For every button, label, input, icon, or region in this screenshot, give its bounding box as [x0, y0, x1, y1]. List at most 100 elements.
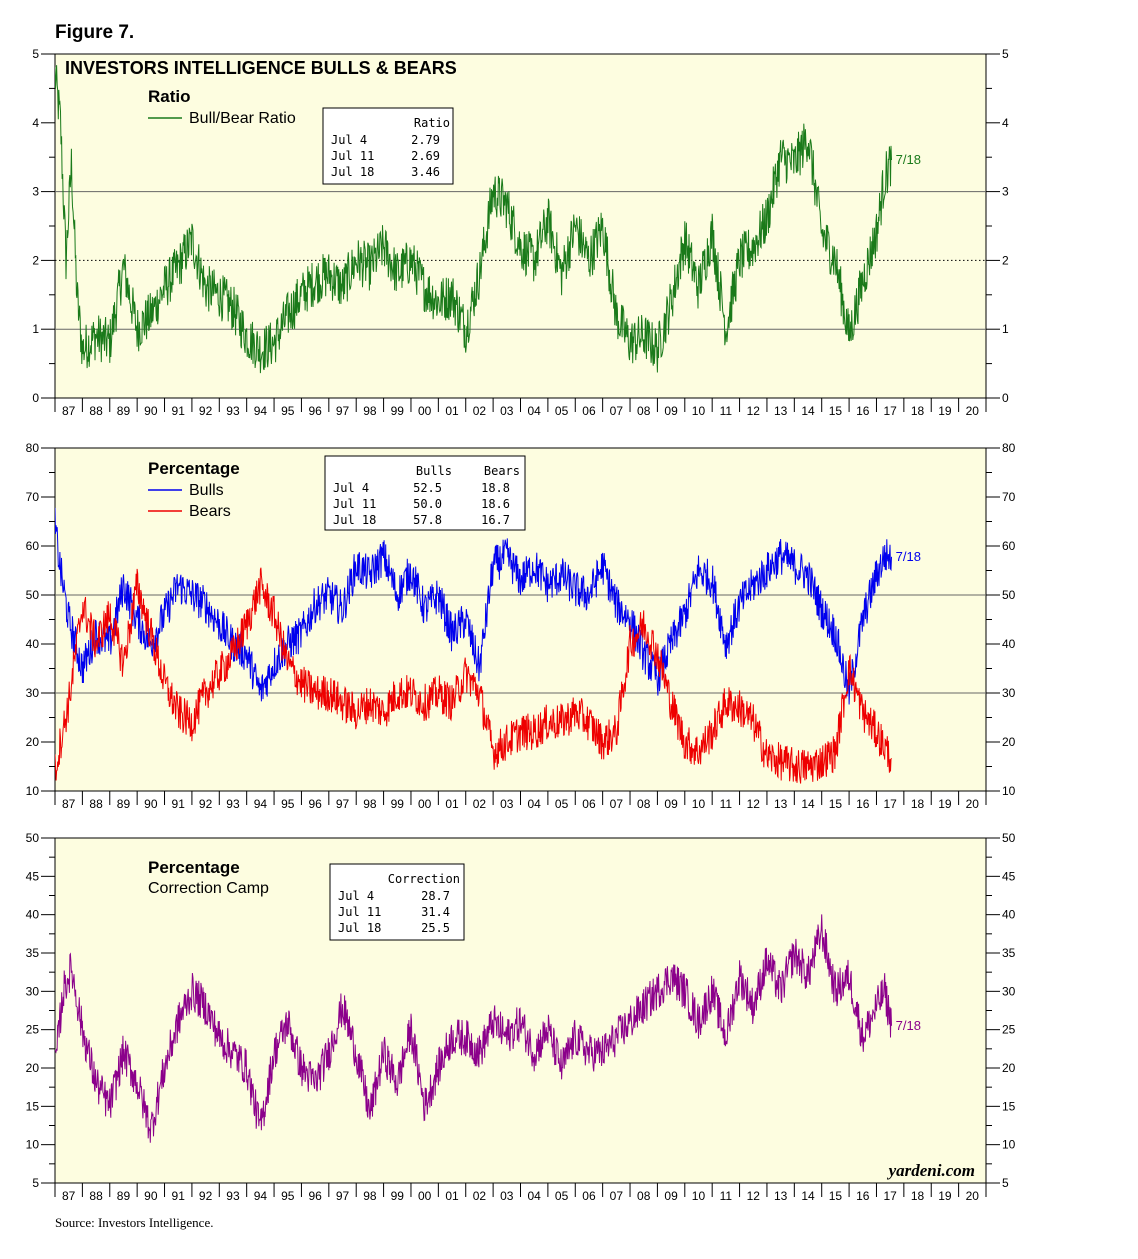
chart-panel-ratio: 0 01 12 23 34 45 587 88 89 90 91 92 93 94 95 96 97 98 99 00… — [32, 47, 1009, 418]
y-tick-label-left: 4 — [32, 116, 39, 130]
y-tick-label-left: 50 — [26, 588, 40, 602]
y-tick-label-left: 5 — [32, 1176, 39, 1190]
x-tick-label: 15 — [829, 404, 843, 418]
x-tick-label: 17 — [883, 797, 897, 811]
y-tick-label-left: 20 — [26, 735, 40, 749]
x-tick-label: 10 — [692, 797, 706, 811]
x-tick-label: 00 — [418, 1189, 432, 1203]
table-header: Bears — [484, 464, 520, 478]
plot-area — [54, 53, 987, 399]
x-tick-label: 97 — [336, 404, 350, 418]
table-header: Correction — [388, 872, 460, 886]
y-tick-label-left: 40 — [26, 637, 40, 651]
x-tick-label: 13 — [774, 404, 788, 418]
x-tick-label: 89 — [117, 404, 131, 418]
y-tick-label-right: 10 — [1002, 1138, 1016, 1152]
y-tick-label-right: 5 — [1002, 1176, 1009, 1190]
x-tick-label: 95 — [281, 1189, 295, 1203]
table-header: Ratio — [414, 116, 450, 130]
x-tick-label: 19 — [938, 1189, 952, 1203]
x-tick-label: 87 — [62, 797, 76, 811]
legend-label: Correction Camp — [148, 880, 269, 897]
y-tick-label-right: 0 — [1002, 391, 1009, 405]
figure-label: Figure 7. — [55, 22, 135, 43]
table-value: 16.7 — [481, 513, 510, 527]
y-tick-label-right: 45 — [1002, 869, 1016, 883]
y-tick-label-right: 50 — [1002, 831, 1016, 845]
x-tick-label: 18 — [911, 404, 925, 418]
x-tick-label: 90 — [144, 404, 158, 418]
x-tick-label: 98 — [363, 1189, 377, 1203]
y-tick-label-right: 80 — [1002, 441, 1016, 455]
x-tick-label: 11 — [720, 404, 733, 418]
watermark-text: yardeni.com — [887, 1161, 975, 1180]
y-tick-label-right: 2 — [1002, 253, 1009, 267]
x-tick-label: 19 — [938, 404, 952, 418]
x-tick-label: 06 — [582, 1189, 596, 1203]
x-tick-label: 06 — [582, 797, 596, 811]
x-tick-label: 20 — [966, 797, 980, 811]
x-tick-label: 01 — [445, 797, 459, 811]
table-value: 18.8 — [481, 481, 510, 495]
y-tick-label-left: 50 — [26, 831, 40, 845]
y-tick-label-right: 10 — [1002, 784, 1016, 798]
x-tick-label: 16 — [856, 797, 870, 811]
x-tick-label: 19 — [938, 797, 952, 811]
y-tick-label-left: 40 — [26, 908, 40, 922]
x-tick-label: 15 — [829, 1189, 843, 1203]
x-tick-label: 94 — [254, 1189, 268, 1203]
y-tick-label-left: 20 — [26, 1061, 40, 1075]
table-date: Jul 11 — [338, 905, 381, 919]
x-tick-label: 99 — [391, 404, 405, 418]
y-tick-label-left: 3 — [32, 185, 39, 199]
source-note: Source: Investors Intelligence. — [55, 1215, 214, 1230]
x-tick-label: 13 — [774, 1189, 788, 1203]
y-tick-label-right: 15 — [1002, 1099, 1016, 1113]
x-tick-label: 09 — [664, 797, 678, 811]
y-tick-label-left: 70 — [26, 490, 40, 504]
x-tick-label: 95 — [281, 404, 295, 418]
panel-title: Ratio — [148, 87, 191, 106]
y-tick-label-right: 40 — [1002, 908, 1016, 922]
x-tick-label: 12 — [747, 404, 761, 418]
x-tick-label: 07 — [610, 404, 624, 418]
series-line-correction-camp — [55, 914, 892, 1143]
y-tick-label-right: 70 — [1002, 490, 1016, 504]
x-tick-label: 97 — [336, 797, 350, 811]
table-date: Jul 4 — [331, 133, 367, 147]
y-tick-label-right: 60 — [1002, 539, 1016, 553]
x-tick-label: 99 — [391, 1189, 405, 1203]
x-tick-label: 95 — [281, 797, 295, 811]
y-tick-label-left: 45 — [26, 869, 40, 883]
table-date: Jul 4 — [333, 481, 369, 495]
x-tick-label: 91 — [172, 1189, 186, 1203]
x-tick-label: 18 — [911, 1189, 925, 1203]
series-line-bulls — [55, 507, 892, 705]
x-tick-label: 20 — [966, 1189, 980, 1203]
end-date-label: 7/18 — [896, 549, 921, 564]
table-header: Bulls — [416, 464, 452, 478]
x-tick-label: 89 — [117, 1189, 131, 1203]
table-value: 28.7 — [421, 889, 450, 903]
x-tick-label: 88 — [89, 404, 103, 418]
table-date: Jul 18 — [338, 921, 381, 935]
y-tick-label-left: 0 — [32, 391, 39, 405]
x-tick-label: 08 — [637, 797, 651, 811]
x-tick-label: 00 — [418, 404, 432, 418]
x-tick-label: 03 — [500, 404, 514, 418]
y-tick-label-left: 25 — [26, 1023, 40, 1037]
y-tick-label-right: 30 — [1002, 984, 1016, 998]
x-tick-label: 15 — [829, 797, 843, 811]
x-tick-label: 90 — [144, 1189, 158, 1203]
x-tick-label: 14 — [801, 797, 815, 811]
legend-label: Bull/Bear Ratio — [189, 110, 296, 127]
y-tick-label-right: 40 — [1002, 637, 1016, 651]
x-tick-label: 01 — [445, 1189, 459, 1203]
x-tick-label: 04 — [528, 1189, 542, 1203]
x-tick-label: 87 — [62, 1189, 76, 1203]
y-tick-label-right: 20 — [1002, 735, 1016, 749]
x-tick-label: 14 — [801, 404, 815, 418]
y-tick-label-left: 5 — [32, 47, 39, 61]
x-tick-label: 03 — [500, 797, 514, 811]
